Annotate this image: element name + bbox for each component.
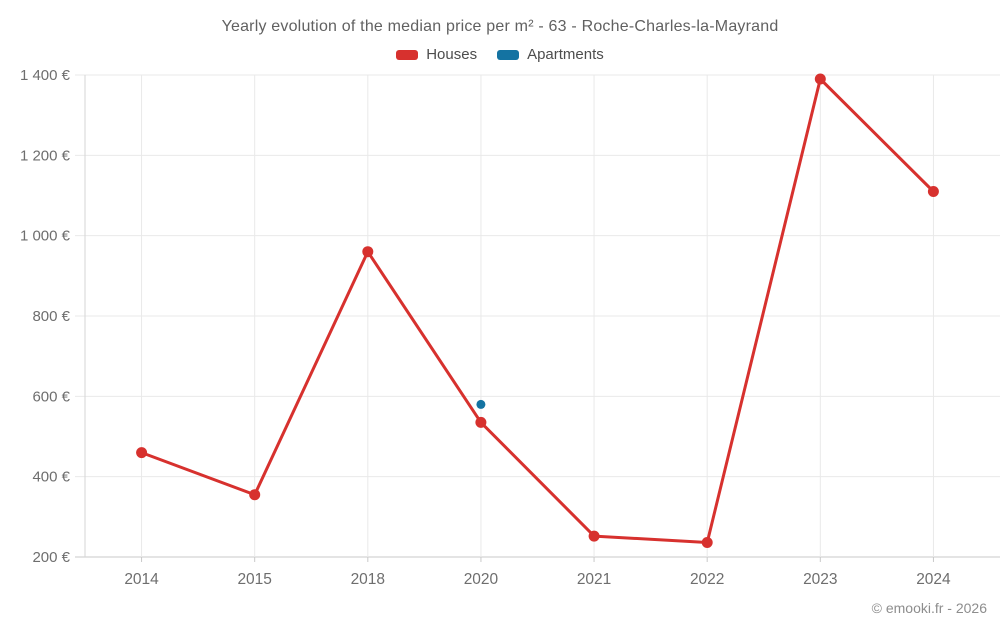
chart-title: Yearly evolution of the median price per… (221, 18, 779, 35)
copyright-text: © emooki.fr - 2026 (871, 600, 987, 616)
x-tick-label: 2024 (916, 571, 951, 588)
y-tick-label: 800 € (32, 308, 70, 325)
x-tick-label: 2020 (464, 571, 499, 588)
y-tick-label: 1 400 € (20, 67, 71, 84)
legend-item-houses[interactable]: Houses (396, 46, 477, 63)
data-point-houses-2022[interactable] (701, 537, 713, 548)
data-point-apartments-2020[interactable] (476, 399, 486, 409)
series-line-houses (140, 77, 935, 544)
legend-label-apartments: Apartments (527, 46, 604, 63)
x-tick-label: 2018 (351, 571, 385, 588)
data-point-houses-2015[interactable] (249, 489, 261, 501)
y-tick-label: 200 € (32, 549, 70, 566)
houses-legend-marker-icon (396, 49, 419, 60)
y-tick-label: 400 € (32, 469, 70, 486)
x-tick-label: 2022 (690, 571, 724, 588)
x-tick-label: 2023 (803, 571, 837, 588)
data-point-houses-2020[interactable] (475, 416, 487, 428)
y-tick-label: 600 € (32, 388, 70, 405)
data-point-houses-2018[interactable] (362, 246, 374, 258)
data-point-houses-2024[interactable] (927, 186, 939, 197)
legend-label-houses: Houses (426, 46, 478, 63)
legend-item-apartments[interactable]: Apartments (497, 46, 604, 63)
y-tick-label: 1 000 € (20, 228, 71, 245)
data-point-houses-2014[interactable] (136, 447, 148, 459)
apartments-legend-marker-icon (497, 49, 520, 60)
data-point-houses-2023[interactable] (814, 73, 826, 85)
y-tick-label: 1 200 € (20, 147, 71, 164)
x-tick-label: 2015 (237, 571, 271, 588)
x-tick-label: 2014 (124, 571, 159, 588)
chart-legend: Houses Apartments (0, 46, 1000, 63)
x-tick-label: 2021 (577, 571, 611, 588)
data-point-houses-2021[interactable] (588, 530, 600, 542)
